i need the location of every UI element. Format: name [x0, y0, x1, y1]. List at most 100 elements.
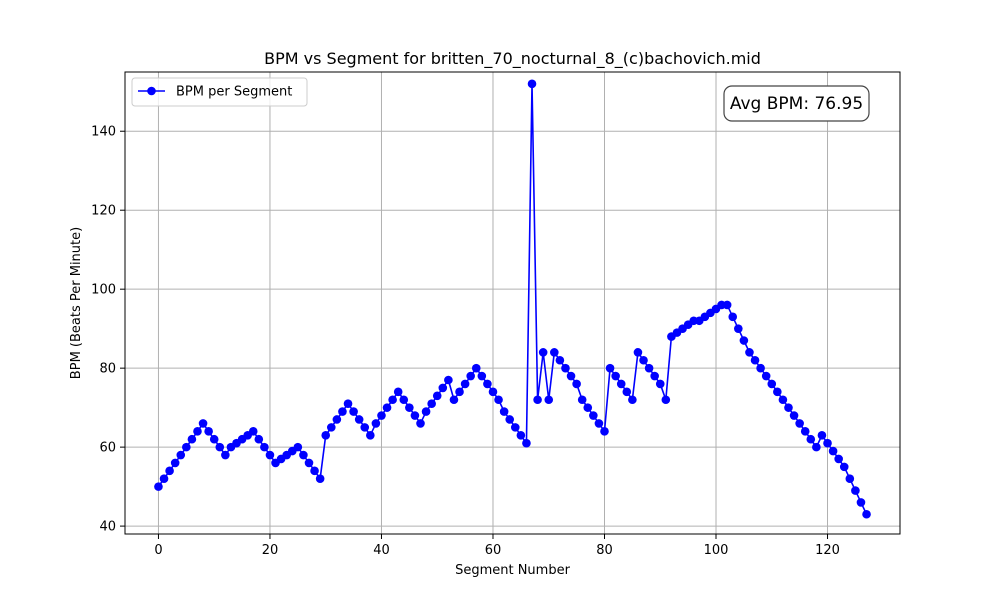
y-axis-ticks: 40 60 80 100 120 140 — [91, 125, 125, 535]
data-point — [745, 348, 754, 357]
x-tick-label: 100 — [704, 543, 729, 558]
data-point — [773, 387, 782, 397]
data-point — [427, 399, 436, 408]
data-point — [170, 458, 180, 468]
annotation-text: Avg BPM: 76.95 — [730, 94, 863, 114]
data-point — [739, 336, 749, 345]
data-point — [572, 379, 581, 389]
data-point — [432, 391, 442, 401]
legend-box — [131, 77, 308, 107]
data-point — [382, 403, 392, 412]
data-point — [611, 371, 620, 381]
data-point — [332, 415, 342, 424]
data-point — [600, 427, 609, 436]
data-point — [734, 324, 743, 333]
data-point — [823, 438, 832, 448]
data-point — [310, 466, 319, 476]
data-point — [839, 462, 849, 472]
data-point — [561, 363, 570, 373]
data-point — [594, 419, 604, 428]
chart-title: BPM vs Segment for britten_70_nocturnal_… — [264, 49, 761, 69]
data-point — [215, 442, 225, 452]
y-tick-label: 40 — [99, 520, 116, 535]
x-tick-label: 40 — [373, 543, 390, 558]
data-point — [784, 403, 793, 412]
data-point — [856, 498, 866, 507]
data-point — [505, 415, 515, 424]
data-point — [421, 407, 431, 416]
data-point — [767, 379, 777, 389]
data-point — [315, 474, 325, 484]
data-point — [248, 427, 258, 436]
data-point — [182, 442, 191, 452]
y-tick-label: 100 — [91, 283, 116, 298]
data-point — [728, 312, 738, 322]
data-point — [533, 395, 542, 405]
data-point — [750, 355, 760, 365]
x-axis-label: Segment Number — [455, 563, 571, 578]
data-point — [265, 450, 275, 460]
data-point — [477, 371, 487, 381]
data-point — [321, 430, 331, 440]
data-point — [522, 438, 531, 448]
data-point — [254, 434, 264, 444]
data-point — [605, 363, 615, 373]
data-point — [455, 387, 464, 397]
data-point — [834, 454, 843, 464]
data-point — [299, 450, 308, 460]
data-point — [661, 395, 671, 405]
data-point — [209, 434, 219, 444]
data-point — [527, 79, 537, 89]
y-tick-label: 60 — [99, 441, 116, 456]
data-point — [326, 423, 336, 432]
x-axis-ticks: 0 20 40 60 80 100 120 — [154, 534, 840, 558]
data-point — [510, 423, 520, 432]
data-point — [444, 375, 453, 385]
data-point — [293, 442, 303, 452]
annotation-box — [723, 85, 870, 122]
data-point — [349, 407, 358, 416]
data-point — [393, 387, 403, 397]
data-point — [628, 395, 637, 405]
data-point — [338, 407, 347, 416]
data-point — [154, 482, 163, 491]
data-point — [851, 486, 860, 495]
data-point — [862, 509, 871, 519]
data-point — [176, 450, 186, 460]
data-point — [644, 363, 654, 373]
data-point — [812, 442, 821, 452]
data-point — [828, 446, 838, 456]
x-tick-label: 0 — [154, 543, 162, 558]
data-point — [260, 442, 269, 452]
data-point — [366, 430, 375, 440]
data-point — [589, 411, 598, 420]
average-bpm-annotation: Avg BPM: 76.95 — [723, 85, 870, 122]
data-point — [817, 430, 827, 440]
data-point — [438, 383, 448, 393]
data-point — [845, 474, 855, 484]
y-tick-label: 120 — [91, 204, 116, 219]
data-point — [583, 403, 593, 412]
data-point — [388, 395, 397, 405]
legend-label: BPM per Segment — [176, 85, 292, 100]
data-point — [399, 395, 409, 405]
data-point — [544, 395, 554, 405]
x-tick-label: 120 — [815, 543, 840, 558]
data-point — [622, 387, 632, 397]
data-point — [555, 355, 565, 365]
data-point — [193, 427, 202, 436]
legend-marker-swatch — [147, 86, 156, 96]
data-point — [800, 427, 810, 436]
data-point — [499, 407, 509, 416]
data-point — [460, 379, 470, 389]
data-point — [550, 348, 559, 357]
data-point — [616, 379, 626, 389]
data-point — [304, 458, 314, 468]
data-point — [516, 430, 526, 440]
data-point — [416, 419, 425, 428]
data-point — [221, 450, 230, 460]
data-point — [639, 355, 648, 365]
x-tick-label: 60 — [485, 543, 502, 558]
data-point — [789, 411, 799, 420]
